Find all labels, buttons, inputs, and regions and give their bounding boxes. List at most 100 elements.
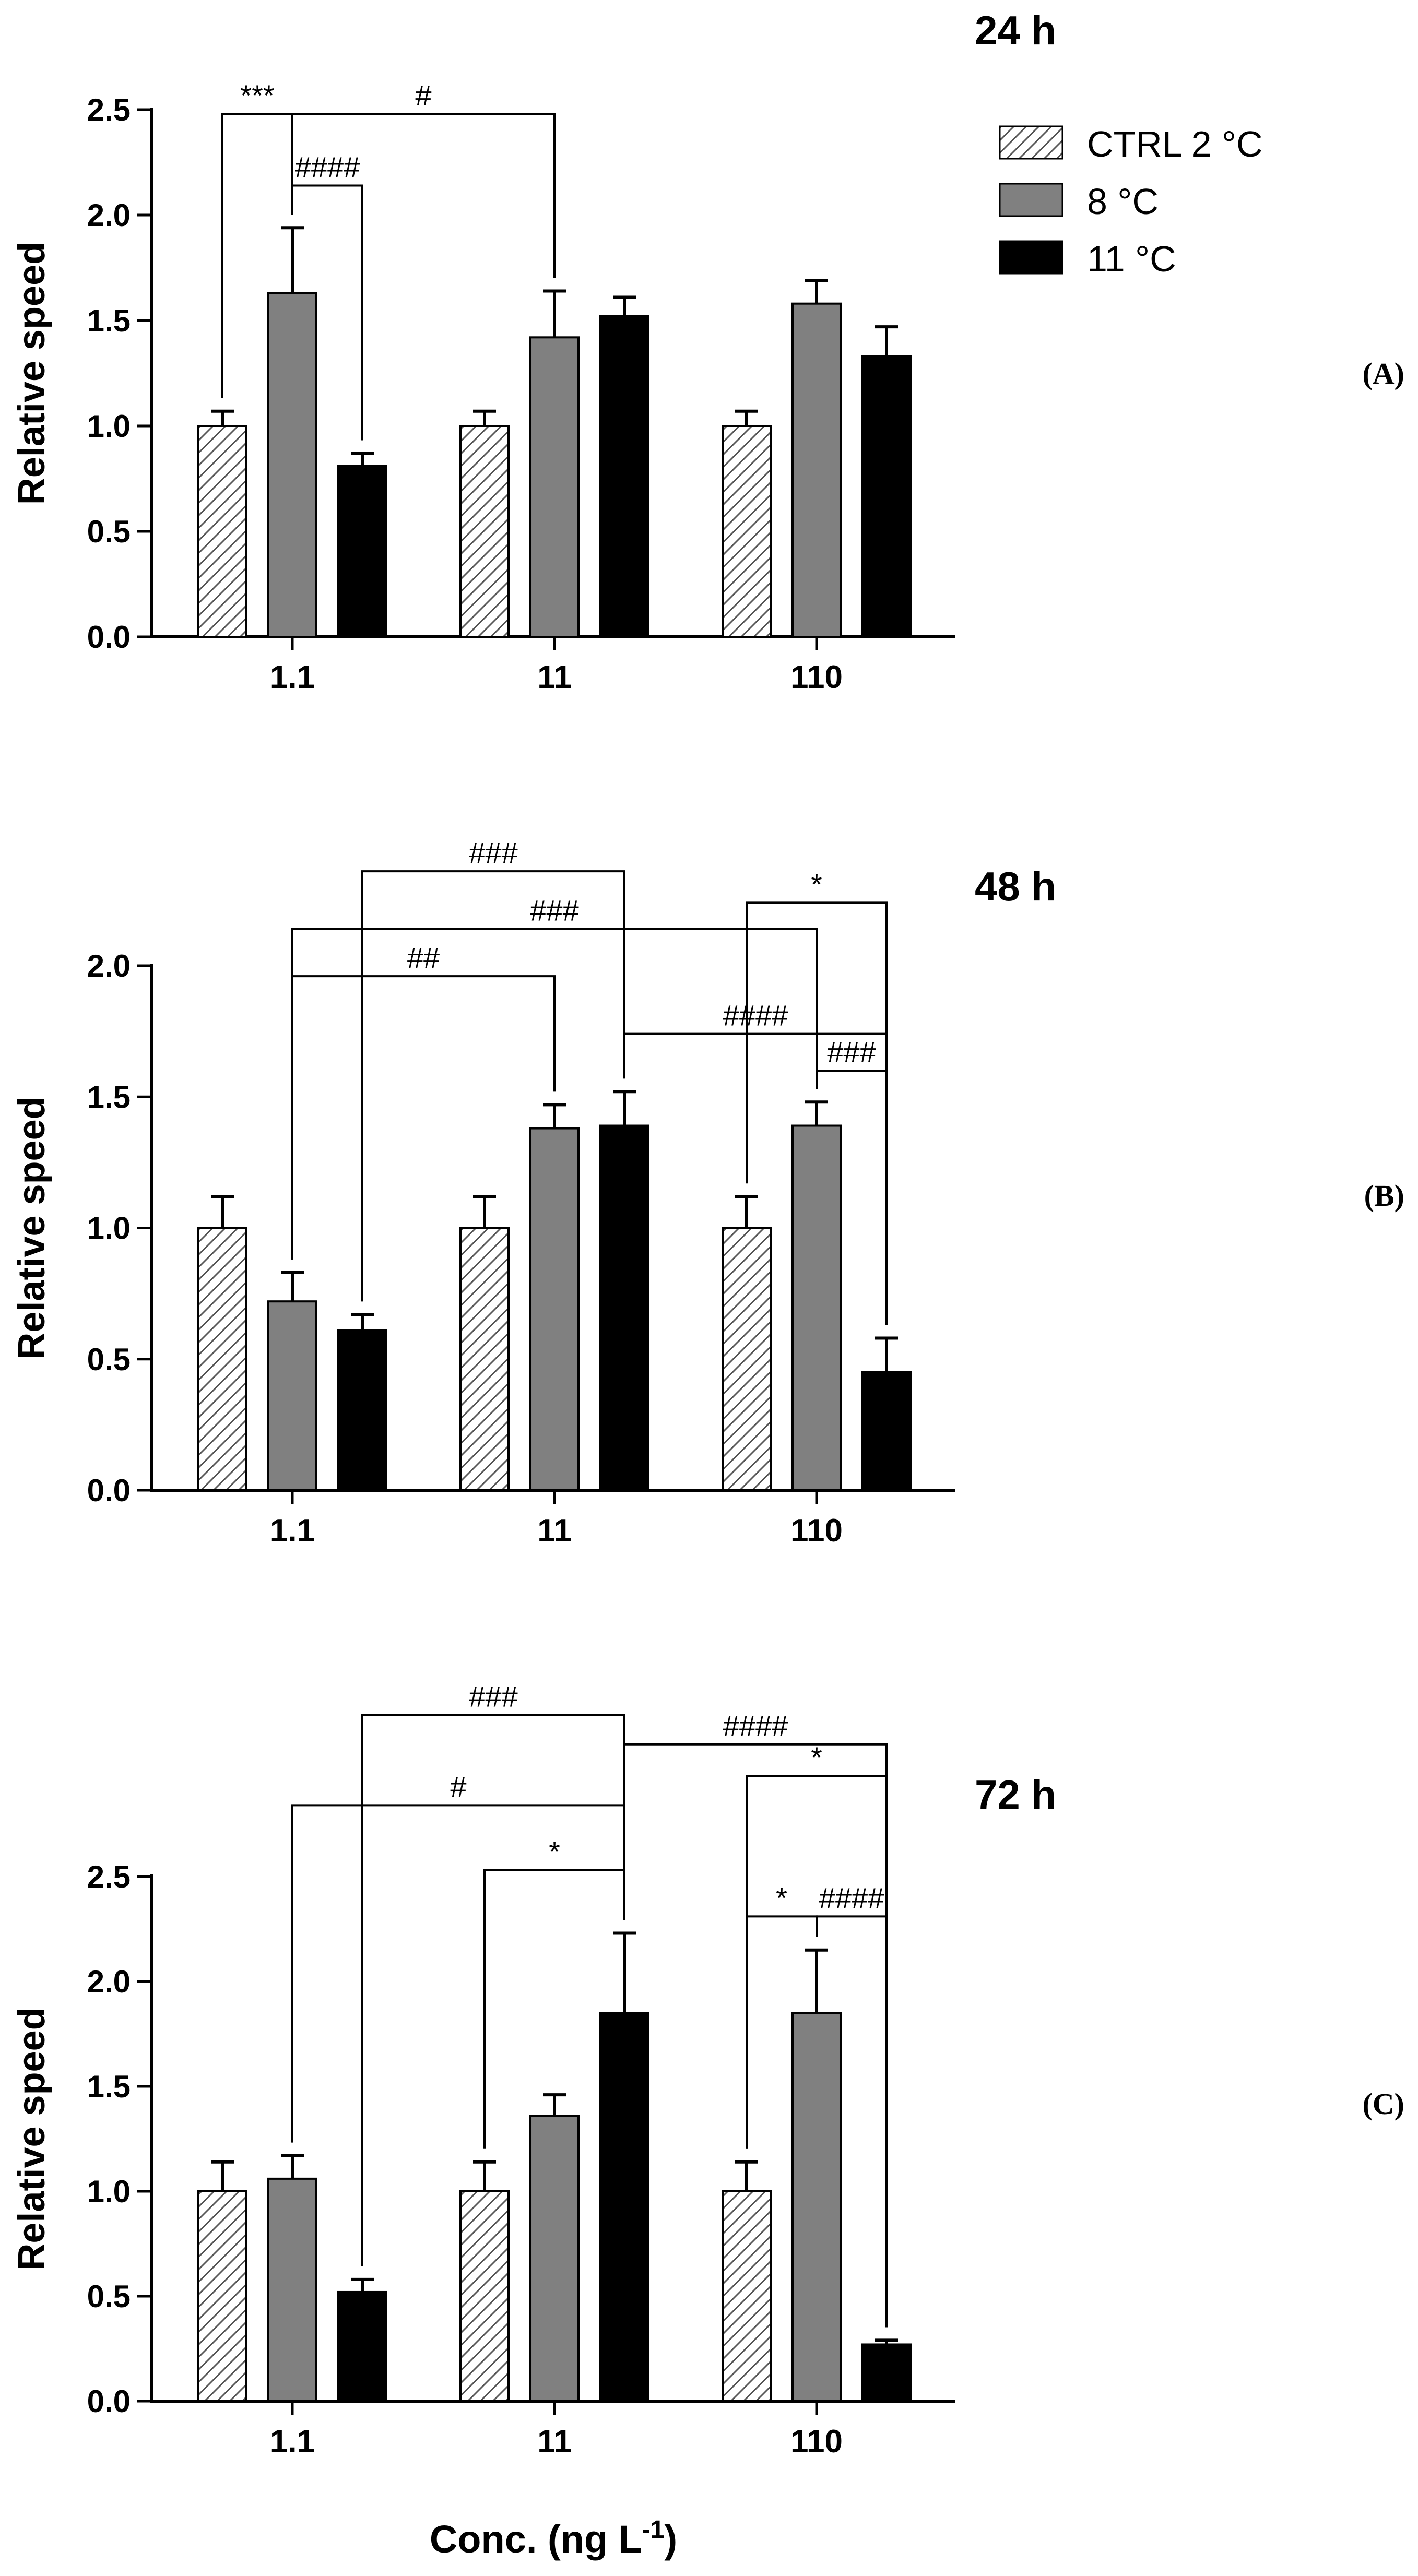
significance-label: #### [723, 1710, 788, 1742]
significance-label: * [549, 1835, 560, 1868]
significance-label: * [811, 1741, 822, 1774]
bar-ctrl-2c [722, 1227, 772, 1491]
legend-swatch-ctrl-2c [999, 125, 1064, 160]
significance-label: #### [723, 999, 788, 1032]
x-tick-label: 110 [790, 1513, 843, 1549]
significance-bracket [291, 184, 363, 441]
significance-label: ### [530, 894, 578, 927]
bar-8c [267, 2177, 317, 2402]
y-tick-label: 1.5 [87, 303, 131, 338]
bar-ctrl-2c [722, 425, 772, 638]
bar-8c [267, 1300, 317, 1491]
significance-bracket [291, 1804, 625, 2143]
x-tick-label: 11 [537, 659, 572, 695]
bar-ctrl-2c [459, 425, 510, 638]
significance-label: ## [407, 941, 440, 974]
y-tick-label: 0.5 [87, 2279, 131, 2314]
significance-bracket [816, 1915, 888, 2328]
panel-title: 24 h [975, 7, 1056, 53]
legend-swatch-11c [999, 240, 1064, 275]
bar-11c [337, 2290, 387, 2402]
significance-label: * [811, 868, 822, 900]
panel-2: 48 h (B) Relative speed 0.0 0.5 1.0 1.5 2.0 1.1 1… [11, 836, 1404, 1549]
bar-8c [791, 302, 842, 638]
legend-label-8c: 8 °C [1087, 181, 1159, 222]
panels: 24 h (A) Relative speed 0.0 0.5 1.0 1.5 2.0 2.5 1… [11, 7, 1404, 2460]
panel-3: 72 h (C) Relative speed 0.0 0.5 1.0 1.5 2.0 2.5 1… [11, 1680, 1404, 2460]
bar-11c [599, 315, 649, 638]
x-tick-label: 1.1 [270, 1513, 315, 1549]
y-tick-label: 0.0 [87, 2384, 131, 2419]
y-tick-label: 2.0 [87, 1964, 131, 1999]
bar-11c [861, 2343, 912, 2402]
significance-label: # [450, 1770, 466, 1803]
bar-11c [337, 465, 387, 638]
y-tick-label: 2.0 [87, 198, 131, 233]
bar-8c [529, 1127, 580, 1492]
x-axis-label-main: Conc. (ng L [430, 2518, 642, 2561]
significance-bracket [361, 870, 625, 1302]
y-tick-label: 0.0 [87, 620, 131, 655]
x-axis-label: Conc. (ng L-1) [430, 2516, 677, 2561]
x-axis-label-sup: -1 [642, 2516, 665, 2544]
panel-label: (C) [1362, 2087, 1404, 2121]
bar-8c [529, 336, 580, 638]
y-tick-label: 1.0 [87, 2174, 131, 2209]
panel-title: 48 h [975, 863, 1056, 909]
panel-1: 24 h (A) Relative speed 0.0 0.5 1.0 1.5 2.0 2.5 1… [11, 7, 1404, 695]
bar-ctrl-2c [459, 2190, 510, 2402]
x-tick-label: 1.1 [270, 2424, 315, 2460]
significance-label: *** [240, 79, 274, 112]
bar-8c [791, 1124, 842, 1491]
bar-ctrl-2c [722, 2190, 772, 2402]
y-tick-label: 2.0 [87, 948, 131, 983]
bar-ctrl-2c [197, 1227, 247, 1491]
significance-bracket [291, 975, 556, 1260]
x-tick-label: 1.1 [270, 659, 315, 695]
significance-label: #### [819, 1881, 884, 1914]
panel-title: 72 h [975, 1772, 1056, 1818]
significance-bracket [483, 1869, 625, 2149]
y-axis-label: Relative speed [11, 242, 53, 505]
bar-11c [599, 1124, 649, 1491]
x-tick-label: 110 [790, 659, 843, 695]
y-tick-label: 2.5 [87, 92, 131, 127]
significance-label: ### [827, 1036, 876, 1069]
bar-ctrl-2c [197, 2190, 247, 2402]
bar-8c [267, 292, 317, 638]
y-tick-label: 1.0 [87, 409, 131, 444]
y-tick-label: 1.0 [87, 1211, 131, 1246]
x-axis-label-end: ) [664, 2518, 677, 2561]
bar-11c [861, 355, 912, 638]
significance-label: ### [469, 836, 517, 869]
y-tick-label: 1.5 [87, 1079, 131, 1114]
legend: CTRL 2 °C 8 °C 11 °C [999, 124, 1263, 279]
significance-label: ### [469, 1680, 517, 1713]
legend-label-ctrl-2c: CTRL 2 °C [1087, 124, 1263, 164]
bar-11c [337, 1329, 387, 1492]
y-tick-label: 1.5 [87, 2069, 131, 2104]
bar-ctrl-2c [459, 1227, 510, 1491]
significance-bracket [816, 1070, 888, 1325]
significance-label: # [415, 79, 431, 112]
y-axis-label: Relative speed [11, 1096, 53, 1359]
x-tick-label: 11 [537, 1513, 572, 1549]
y-tick-label: 0.0 [87, 1473, 131, 1508]
significance-bracket [361, 1714, 625, 2266]
panel-label: (A) [1362, 357, 1404, 390]
legend-label-11c: 11 °C [1087, 239, 1176, 279]
legend-swatch-8c [999, 183, 1064, 217]
y-tick-label: 0.5 [87, 1342, 131, 1377]
bar-11c [599, 2012, 649, 2403]
y-axis-label: Relative speed [11, 2007, 53, 2270]
bar-11c [861, 1371, 912, 1491]
x-tick-label: 11 [537, 2424, 572, 2460]
x-tick-label: 110 [790, 2424, 843, 2460]
bar-ctrl-2c [197, 425, 247, 638]
y-tick-label: 2.5 [87, 1859, 131, 1894]
significance-label: #### [295, 150, 360, 183]
bar-8c [529, 2115, 580, 2402]
y-tick-label: 0.5 [87, 514, 131, 549]
significance-bracket [291, 113, 556, 278]
